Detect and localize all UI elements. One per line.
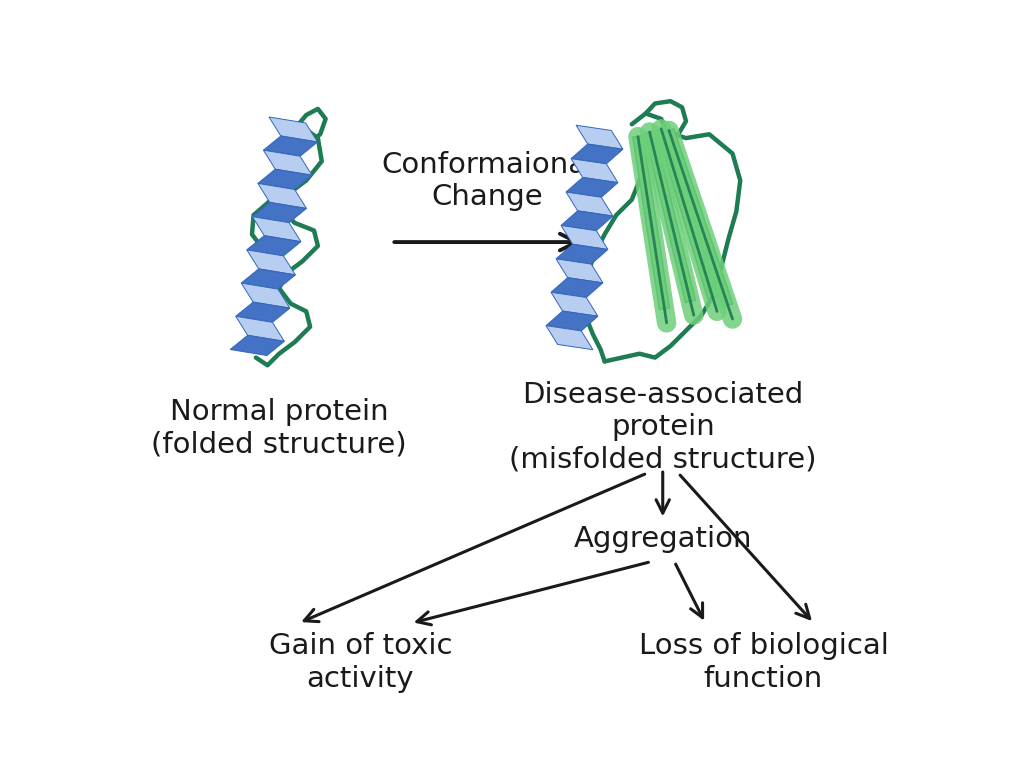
Polygon shape [242, 283, 290, 308]
Polygon shape [263, 136, 317, 156]
Polygon shape [571, 159, 617, 182]
Polygon shape [263, 150, 312, 175]
Text: Conformaional
Change: Conformaional Change [381, 151, 594, 211]
Polygon shape [252, 202, 306, 223]
Polygon shape [546, 311, 598, 331]
Polygon shape [242, 269, 295, 289]
Text: Loss of biological
function: Loss of biological function [639, 633, 889, 693]
Polygon shape [551, 293, 598, 316]
Polygon shape [551, 277, 603, 297]
FancyArrow shape [645, 131, 695, 316]
Polygon shape [252, 217, 301, 242]
Polygon shape [561, 211, 613, 231]
Text: Disease-associated
protein
(misfolded structure): Disease-associated protein (misfolded st… [509, 381, 816, 473]
Polygon shape [236, 316, 285, 342]
Polygon shape [258, 183, 306, 208]
Text: Gain of toxic
activity: Gain of toxic activity [268, 633, 453, 693]
Polygon shape [230, 336, 285, 355]
Text: Normal protein
(folded structure): Normal protein (folded structure) [152, 398, 407, 459]
Polygon shape [571, 144, 623, 164]
Text: Aggregation: Aggregation [573, 525, 752, 552]
Polygon shape [566, 178, 617, 198]
Polygon shape [546, 326, 593, 349]
Polygon shape [556, 244, 608, 264]
Polygon shape [236, 302, 290, 322]
FancyArrow shape [665, 129, 733, 319]
Polygon shape [556, 259, 603, 283]
Polygon shape [577, 125, 623, 149]
Polygon shape [566, 192, 613, 216]
FancyArrow shape [633, 136, 670, 323]
Polygon shape [258, 169, 312, 189]
Polygon shape [269, 117, 317, 142]
Polygon shape [247, 250, 295, 275]
FancyArrow shape [656, 127, 718, 311]
Polygon shape [561, 225, 608, 250]
Polygon shape [247, 236, 301, 256]
